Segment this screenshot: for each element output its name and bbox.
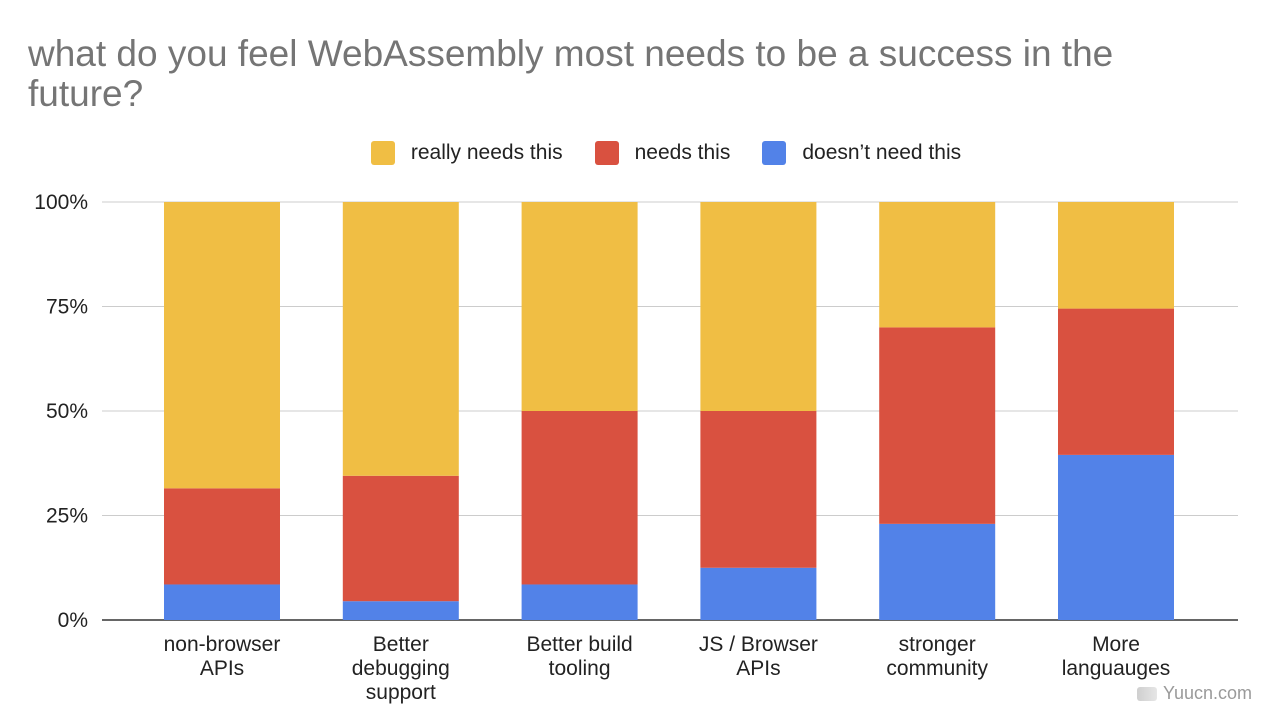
watermark-logo-icon [1136, 686, 1157, 701]
bar-segment [1058, 202, 1174, 309]
legend-item: really needs this [370, 141, 563, 165]
bar-segment [521, 411, 638, 585]
bar-segment [521, 584, 638, 620]
y-tick-label: 100% [34, 191, 88, 214]
bar-segment [342, 601, 459, 620]
x-tick-label: languauges [1062, 657, 1171, 680]
x-tick-label: APIs [736, 657, 780, 680]
bar-segment [879, 327, 996, 524]
x-tick-label: More [1092, 633, 1140, 656]
x-tick-label: tooling [549, 657, 611, 680]
y-tick-label: 25% [46, 505, 88, 528]
legend-item: needs this [594, 141, 731, 165]
legend-label: really needs this [410, 141, 563, 164]
bar-segment [521, 202, 638, 411]
legend-label: doesn’t need this [802, 141, 962, 164]
legend-swatch [594, 141, 619, 165]
bar-segment [342, 202, 459, 476]
watermark: Yuucn.com [1136, 683, 1252, 704]
y-tick-label: 50% [46, 400, 88, 423]
x-tick-label: community [886, 657, 988, 680]
x-tick-label: JS / Browser [699, 633, 818, 656]
bar-segment [342, 475, 459, 602]
y-tick-label: 0% [58, 609, 88, 632]
bar-segment [700, 202, 817, 411]
x-tick-label: Better build [526, 633, 632, 656]
legend-swatch [370, 141, 395, 165]
chart-legend: really needs this needs this doesn’t need … [0, 138, 1266, 168]
legend-item: doesn’t need this [762, 141, 961, 165]
bar-segment [1058, 454, 1174, 620]
bar-segment [164, 488, 280, 585]
x-tick-label: stronger [899, 633, 976, 656]
x-tick-label: non-browser [164, 633, 281, 656]
legend-swatch [762, 141, 787, 165]
y-tick-label: 75% [46, 296, 88, 319]
bar-segment [164, 202, 280, 489]
x-tick-label: support [366, 681, 436, 704]
bar-segment [1058, 308, 1174, 455]
x-tick-label: APIs [200, 657, 244, 680]
bar-segment [164, 584, 280, 620]
bar-segment [879, 202, 996, 328]
bar-segment [700, 411, 817, 568]
x-tick-label: Better [373, 633, 429, 656]
bar-segment [879, 523, 996, 620]
bar-segment [700, 567, 817, 620]
chart-title: what do you feel WebAssembly most needs … [28, 33, 1114, 114]
legend-label: needs this [634, 141, 731, 164]
x-tick-label: debugging [352, 657, 450, 680]
watermark-text: Yuucn.com [1162, 683, 1252, 703]
